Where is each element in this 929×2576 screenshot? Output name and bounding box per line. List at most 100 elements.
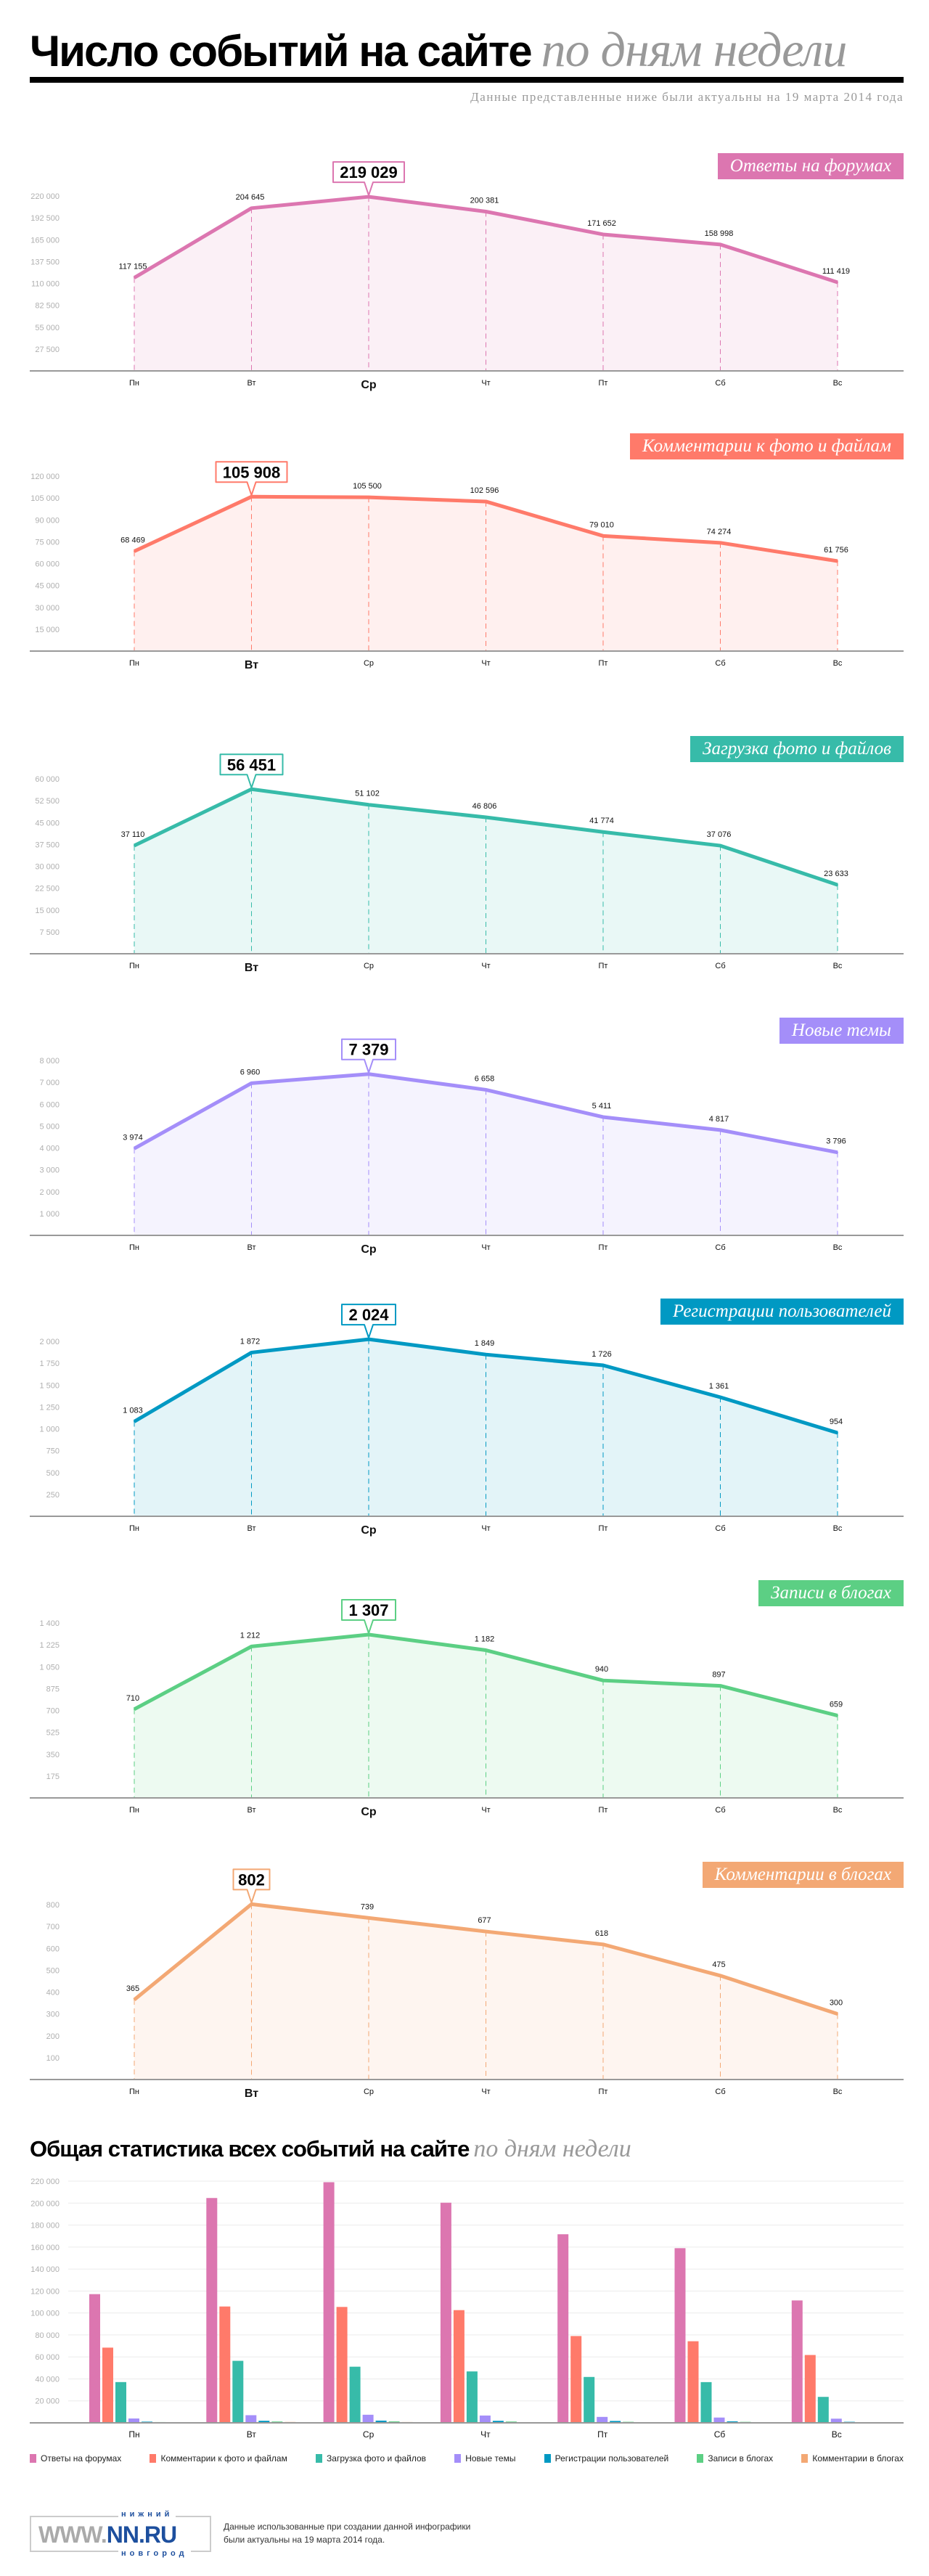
legend-item: Регистрации пользователей	[544, 2453, 669, 2463]
bar	[713, 2417, 725, 2423]
data-point	[485, 1089, 487, 1091]
x-tick-label: Чт	[481, 1243, 490, 1252]
legend-item: Записи в блогах	[697, 2453, 773, 2463]
x-tick-label: Пн	[129, 1806, 139, 1815]
y-tick-label: 750	[46, 1447, 60, 1456]
bar	[336, 2307, 348, 2423]
legend-item: Загрузка фото и файлов	[316, 2453, 426, 2463]
peak-value-label: 56 451	[227, 756, 276, 774]
y-tick-label: 60 000	[35, 775, 60, 784]
y-tick-label: 700	[46, 1923, 60, 1931]
legend-swatch	[30, 2454, 36, 2463]
chart-series-badge: Ответы на форумах	[717, 153, 904, 179]
bar	[610, 2421, 621, 2423]
y-tick-label: 300	[46, 2011, 60, 2019]
data-value-label: 739	[361, 1902, 374, 1911]
x-tick-label: Ср	[364, 659, 374, 668]
x-tick-label: Пн	[129, 2088, 139, 2096]
y-tick-label: 7 000	[39, 1079, 60, 1087]
data-value-label: 46 806	[472, 802, 497, 811]
bar	[89, 2294, 100, 2423]
data-value-label: 897	[712, 1671, 725, 1680]
x-tick-label: Вс	[833, 379, 843, 388]
bar	[219, 2306, 231, 2423]
x-tick-label: Сб	[715, 1243, 725, 1252]
logo-www: WWW.NN.RU	[38, 2522, 177, 2548]
x-tick-label: Ср	[361, 379, 377, 391]
logo-top-text: нижний	[118, 2510, 176, 2519]
bar	[727, 2421, 738, 2423]
y-tick-label: 40 000	[35, 2375, 60, 2384]
bar	[102, 2347, 113, 2423]
y-tick-label: 45 000	[35, 582, 60, 591]
y-tick-label: 400	[46, 1989, 60, 1998]
chart-series-badge: Записи в блогах	[758, 1580, 904, 1606]
footer-note: Данные использованные при создании данно…	[224, 2520, 470, 2546]
data-value-label: 940	[595, 1665, 608, 1674]
x-tick-label: Чт	[481, 379, 490, 388]
x-tick-label: Пт	[599, 1524, 608, 1533]
bar	[791, 2300, 803, 2423]
data-value-label: 102 596	[470, 486, 499, 495]
y-tick-label: 192 500	[30, 214, 60, 223]
data-point	[602, 233, 604, 235]
summary-title-bold: Общая статистика всех событий на сайте	[30, 2136, 470, 2162]
data-point	[250, 207, 253, 209]
x-tick-label: Вт	[247, 1806, 255, 1815]
x-tick-label: Вт	[247, 2429, 257, 2440]
page-subtitle: Данные представленные ниже были актуальн…	[470, 90, 904, 104]
logo-bottom-text: новгород	[118, 2549, 191, 2558]
x-tick-label: Пт	[597, 2429, 608, 2440]
y-tick-label: 2 000	[39, 1188, 60, 1197]
chart-series-badge: Комментарии в блогах	[702, 1862, 904, 1888]
legend-swatch	[316, 2454, 323, 2463]
x-tick-label: Пн	[129, 962, 139, 970]
peak-callout-box	[341, 1599, 396, 1635]
y-tick-label: 1 225	[39, 1641, 60, 1650]
x-tick-label: Пн	[129, 379, 139, 388]
x-tick-label: Чт	[481, 1524, 490, 1533]
y-tick-label: 1 050	[39, 1663, 60, 1672]
y-tick-label: 1 000	[39, 1210, 60, 1219]
x-tick-label: Ср	[363, 2429, 375, 2440]
y-tick-label: 1 000	[39, 1426, 60, 1434]
data-value-label: 1 182	[475, 1635, 495, 1644]
legend-swatch	[454, 2454, 462, 2463]
bar	[804, 2355, 816, 2423]
bar	[817, 2397, 829, 2423]
bar	[232, 2360, 244, 2423]
y-tick-label: 600	[46, 1945, 60, 1953]
legend-item: Ответы на форумах	[30, 2453, 121, 2463]
y-tick-label: 525	[46, 1729, 60, 1738]
peak-value-label: 2 024	[348, 1306, 389, 1324]
data-point	[602, 1943, 604, 1945]
x-tick-label: Вт	[245, 962, 258, 974]
data-point	[602, 535, 604, 537]
x-tick-label: Пн	[128, 2429, 139, 2440]
chart-series-badge: Новые темы	[779, 1018, 904, 1044]
data-point	[250, 1645, 253, 1648]
data-point	[134, 277, 135, 279]
data-point	[602, 831, 604, 833]
data-value-label: 111 419	[822, 267, 850, 276]
y-tick-label: 3 000	[39, 1166, 60, 1175]
data-point	[837, 2013, 838, 2015]
x-tick-label: Ср	[361, 1524, 377, 1537]
y-tick-label: 700	[46, 1707, 60, 1716]
y-tick-label: 165 000	[30, 236, 60, 245]
data-point	[134, 1420, 135, 1423]
bar	[258, 2421, 270, 2423]
bar	[597, 2416, 608, 2423]
data-value-label: 37 110	[121, 830, 145, 839]
y-tick-label: 180 000	[30, 2222, 60, 2231]
data-point	[837, 884, 838, 886]
data-value-label: 710	[126, 1694, 139, 1703]
x-tick-label: Чт	[481, 1806, 490, 1815]
x-tick-label: Чт	[481, 962, 490, 970]
y-tick-label: 140 000	[30, 2265, 60, 2274]
data-point	[485, 1649, 487, 1651]
y-tick-label: 60 000	[35, 560, 60, 569]
data-value-label: 200 381	[470, 196, 499, 205]
legend-label: Регистрации пользователей	[554, 2453, 669, 2463]
legend-label: Новые темы	[465, 2453, 516, 2463]
